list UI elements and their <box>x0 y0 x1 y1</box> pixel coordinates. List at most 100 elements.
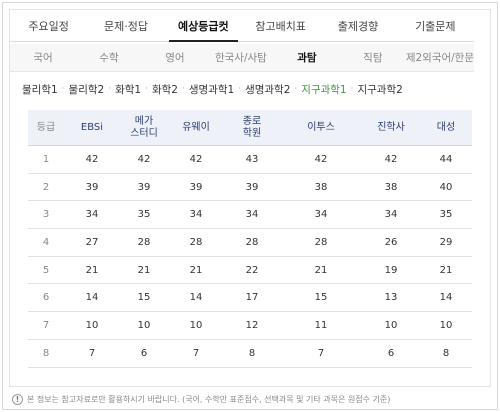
score-cell: 44 <box>439 153 453 165</box>
separator-dot: · <box>182 84 185 94</box>
score-cell: 28 <box>314 236 328 248</box>
score-cell: 39 <box>189 181 203 193</box>
score-cell: 7 <box>317 347 325 359</box>
score-cell: 34 <box>384 209 398 221</box>
score-cell: 34 <box>245 209 259 221</box>
score-cell: 10 <box>439 319 453 331</box>
separator-dot: · <box>145 84 148 94</box>
grade-cell: 5 <box>42 264 50 276</box>
grade-cell: 4 <box>42 236 50 248</box>
score-cell: 35 <box>439 209 453 221</box>
sub-subject-0[interactable]: 물리학1 <box>22 83 58 96</box>
separator-dot: · <box>61 84 65 94</box>
score-cell: 7 <box>192 347 200 359</box>
table-row: 6 14 15 14 17 15 13 14 <box>28 284 472 313</box>
subject-tab-0[interactable]: 국어 <box>33 52 53 64</box>
score-cell: 34 <box>85 209 99 221</box>
score-cell: 10 <box>85 319 99 331</box>
table-row: 4 27 28 28 28 28 26 29 <box>28 229 472 257</box>
score-cell: 8 <box>248 347 256 359</box>
sub-subject-3[interactable]: 화학2 <box>151 83 178 96</box>
tab-5[interactable]: 기출문제 <box>415 20 456 33</box>
tab-1[interactable]: 문제·정답 <box>104 20 148 33</box>
score-cell: 17 <box>245 292 259 304</box>
separator-dot: · <box>238 84 242 94</box>
score-cell: 21 <box>189 264 203 276</box>
top-tab-bar: 주요일정 문제·정답 예상등급컷 참고배치표 출제경향 기출문제 <box>10 12 474 42</box>
score-cell: 28 <box>137 236 151 248</box>
subject-tab-1[interactable]: 수학 <box>99 52 119 64</box>
column-header-1: EBSi <box>80 121 104 133</box>
subject-tab-6[interactable]: 제2외국어/한문 <box>405 52 474 64</box>
score-cell: 26 <box>384 236 398 248</box>
sub-subject-2[interactable]: 화학1 <box>115 83 142 96</box>
score-cell: 42 <box>137 153 151 165</box>
sub-subject-7[interactable]: 지구과학2 <box>357 83 403 96</box>
score-cell: 34 <box>314 209 328 221</box>
score-cell: 21 <box>439 264 453 276</box>
sub-subject-list: 물리학1 · 물리학2 · 화학1 · 화학2 · 생명과학1 · 생명과학2 · 지구과학1 · 지구과학… <box>22 80 403 98</box>
subject-tab-bar: 국어 수학 영어 한국사/사탐 과탐 직탐 제2외국어/한문 <box>10 44 474 72</box>
score-cell: 43 <box>245 153 259 165</box>
subject-tab-2[interactable]: 영어 <box>165 52 185 64</box>
table-row: 7 10 10 10 12 11 10 10 <box>28 312 472 340</box>
grade-cell: 3 <box>42 209 50 221</box>
score-cell: 42 <box>189 153 203 165</box>
tab-2[interactable]: 예상등급컷 <box>165 12 242 42</box>
tab-4[interactable]: 출제경향 <box>337 20 379 33</box>
score-cell: 27 <box>85 236 99 248</box>
score-cell: 14 <box>85 292 99 304</box>
score-cell: 15 <box>137 292 151 304</box>
column-header-3: 유웨이 <box>182 121 210 133</box>
table-row: 2 39 39 39 39 38 38 40 <box>28 173 472 202</box>
score-cell: 10 <box>384 319 398 331</box>
column-header-6: 진학사 <box>377 121 405 133</box>
score-cell: 8 <box>442 347 450 359</box>
score-cell: 22 <box>245 264 259 276</box>
sub-subject-1[interactable]: 물리학2 <box>68 83 105 96</box>
table-row: 3 34 35 34 34 34 34 35 <box>28 201 472 230</box>
subject-tab-5[interactable]: 직탐 <box>363 52 383 64</box>
score-cell: 10 <box>189 319 203 331</box>
info-icon: ! <box>12 393 23 405</box>
sub-subject-5[interactable]: 생명과학2 <box>245 83 291 96</box>
grade-cut-table: 등급 EBSi 메가 스터디 유웨이 종로 학원 이투스 진학사 대성 1 42 42 42 43 42… <box>28 110 472 368</box>
table-row: 8 7 6 7 8 7 6 8 <box>28 339 472 368</box>
column-header-5: 이투스 <box>307 121 335 133</box>
sub-subject-4[interactable]: 생명과학1 <box>188 83 235 96</box>
table-row: 1 42 42 42 43 42 42 44 <box>28 146 472 174</box>
grade-cell: 6 <box>42 292 50 304</box>
footnote: ! 본 정보는 참고자료로만 활용하시기 바랍니다. (국어, 수학만 표준점수… <box>12 392 390 406</box>
tab-3[interactable]: 참고배치표 <box>255 20 306 33</box>
score-cell: 42 <box>85 153 99 165</box>
score-cell: 38 <box>384 181 398 193</box>
score-cell: 38 <box>314 181 328 193</box>
separator-dot: · <box>350 84 354 94</box>
score-cell: 11 <box>314 319 328 331</box>
tab-0[interactable]: 주요일정 <box>28 20 69 33</box>
score-cell: 42 <box>314 153 328 165</box>
grade-cell: 2 <box>42 181 50 193</box>
score-cell: 15 <box>314 292 328 304</box>
subject-tab-4[interactable]: 과탐 <box>297 52 317 64</box>
column-header-4: 종로 학원 <box>242 115 262 139</box>
score-cell: 6 <box>140 347 148 359</box>
score-cell: 19 <box>384 264 398 276</box>
score-cell: 34 <box>189 209 203 221</box>
score-cell: 7 <box>88 347 96 359</box>
grade-cell: 8 <box>42 347 50 359</box>
score-cell: 28 <box>245 236 259 248</box>
grade-cell: 1 <box>42 153 50 165</box>
score-cell: 39 <box>85 181 99 193</box>
score-cell: 10 <box>137 319 151 331</box>
score-cell: 40 <box>439 181 453 193</box>
table-body: 1 42 42 42 43 42 42 44 2 39 39 39 39 38 38 40 3 34 35 34 34 3… <box>28 146 472 368</box>
grade-cell: 7 <box>42 319 50 331</box>
subject-tab-3[interactable]: 한국사/사탐 <box>214 52 267 64</box>
sub-subject-6[interactable]: 지구과학1 <box>301 83 347 96</box>
footnote-text: 본 정보는 참고자료로만 활용하시기 바랍니다. (국어, 수학만 표준점수, … <box>27 394 391 404</box>
separator-dot: · <box>294 84 298 94</box>
score-cell: 14 <box>189 292 203 304</box>
column-header-0: 등급 <box>36 121 56 133</box>
score-cell: 21 <box>314 264 328 276</box>
